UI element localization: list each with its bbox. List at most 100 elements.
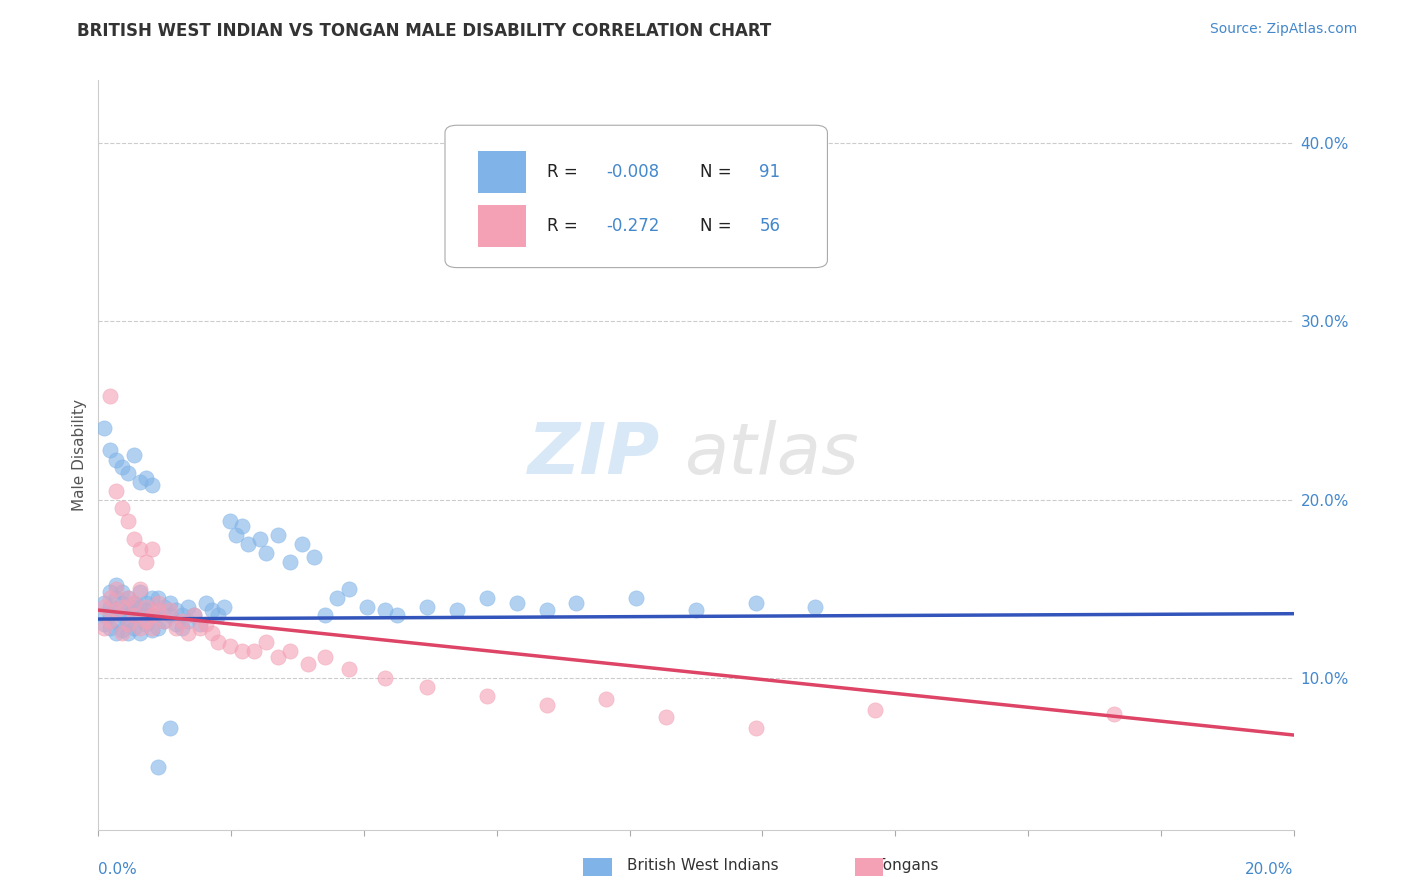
- Point: [135, 471, 157, 485]
- Point: [141, 608, 163, 623]
- Text: British West Indians: British West Indians: [627, 858, 779, 872]
- Point: [356, 599, 378, 614]
- Point: [195, 596, 218, 610]
- Point: [93, 617, 115, 632]
- Point: [111, 501, 134, 516]
- Point: [416, 680, 439, 694]
- Point: [129, 475, 152, 489]
- Point: [219, 639, 242, 653]
- Point: [172, 614, 194, 628]
- Point: [141, 608, 163, 623]
- Point: [278, 644, 301, 658]
- Point: [339, 582, 361, 596]
- Y-axis label: Male Disability: Male Disability: [72, 399, 87, 511]
- Point: [141, 591, 163, 605]
- FancyBboxPatch shape: [478, 152, 526, 193]
- Point: [165, 621, 187, 635]
- Point: [177, 626, 200, 640]
- Point: [536, 603, 558, 617]
- Point: [124, 621, 146, 635]
- Text: BRITISH WEST INDIAN VS TONGAN MALE DISABILITY CORRELATION CHART: BRITISH WEST INDIAN VS TONGAN MALE DISAB…: [77, 22, 772, 40]
- Point: [159, 721, 181, 735]
- Point: [111, 623, 134, 637]
- Text: 91: 91: [759, 162, 780, 181]
- Point: [105, 603, 128, 617]
- Point: [212, 599, 235, 614]
- Point: [111, 460, 134, 475]
- Point: [148, 591, 170, 605]
- Point: [93, 596, 115, 610]
- Point: [129, 621, 152, 635]
- Point: [626, 591, 648, 605]
- Point: [105, 614, 128, 628]
- Text: Tongans: Tongans: [876, 858, 938, 872]
- Point: [183, 608, 205, 623]
- Point: [129, 542, 152, 557]
- Point: [148, 760, 170, 774]
- Point: [188, 617, 211, 632]
- Point: [117, 591, 139, 605]
- Point: [236, 537, 259, 551]
- Point: [124, 448, 146, 462]
- Point: [148, 596, 170, 610]
- Point: [117, 617, 139, 632]
- Point: [111, 608, 134, 623]
- Point: [177, 614, 200, 628]
- Point: [416, 599, 439, 614]
- Point: [93, 608, 115, 623]
- Point: [249, 532, 271, 546]
- Text: N =: N =: [700, 217, 737, 235]
- Point: [446, 603, 468, 617]
- Text: -0.008: -0.008: [606, 162, 659, 181]
- Point: [267, 649, 290, 664]
- Point: [105, 578, 128, 592]
- Point: [117, 614, 139, 628]
- Point: [98, 442, 122, 457]
- Text: R =: R =: [547, 162, 582, 181]
- Point: [254, 635, 277, 649]
- Point: [745, 596, 768, 610]
- Point: [315, 649, 337, 664]
- Text: atlas: atlas: [685, 420, 859, 490]
- Point: [124, 532, 146, 546]
- Point: [148, 603, 170, 617]
- Point: [153, 599, 176, 614]
- Point: [129, 582, 152, 596]
- Point: [188, 621, 211, 635]
- Point: [105, 582, 128, 596]
- Point: [135, 555, 157, 569]
- Point: [804, 599, 827, 614]
- Point: [111, 599, 134, 614]
- Point: [141, 621, 163, 635]
- Point: [475, 689, 498, 703]
- Point: [111, 596, 134, 610]
- Point: [506, 596, 529, 610]
- Point: [148, 603, 170, 617]
- Point: [326, 591, 349, 605]
- Point: [129, 599, 152, 614]
- Point: [475, 591, 498, 605]
- Text: R =: R =: [547, 217, 582, 235]
- Point: [254, 546, 277, 560]
- Point: [297, 657, 319, 671]
- Point: [124, 596, 146, 610]
- Point: [93, 421, 115, 435]
- Text: 0.0%: 0.0%: [98, 862, 138, 877]
- Point: [117, 626, 139, 640]
- Point: [159, 603, 181, 617]
- Point: [98, 585, 122, 599]
- Text: ZIP: ZIP: [527, 420, 661, 490]
- Point: [105, 591, 128, 605]
- Point: [207, 608, 229, 623]
- Point: [141, 478, 163, 492]
- Point: [165, 617, 187, 632]
- Point: [159, 608, 181, 623]
- Point: [98, 599, 122, 614]
- Text: Source: ZipAtlas.com: Source: ZipAtlas.com: [1209, 22, 1357, 37]
- Point: [195, 617, 218, 632]
- Point: [219, 514, 242, 528]
- Point: [141, 542, 163, 557]
- Point: [177, 599, 200, 614]
- Point: [165, 603, 187, 617]
- Point: [135, 596, 157, 610]
